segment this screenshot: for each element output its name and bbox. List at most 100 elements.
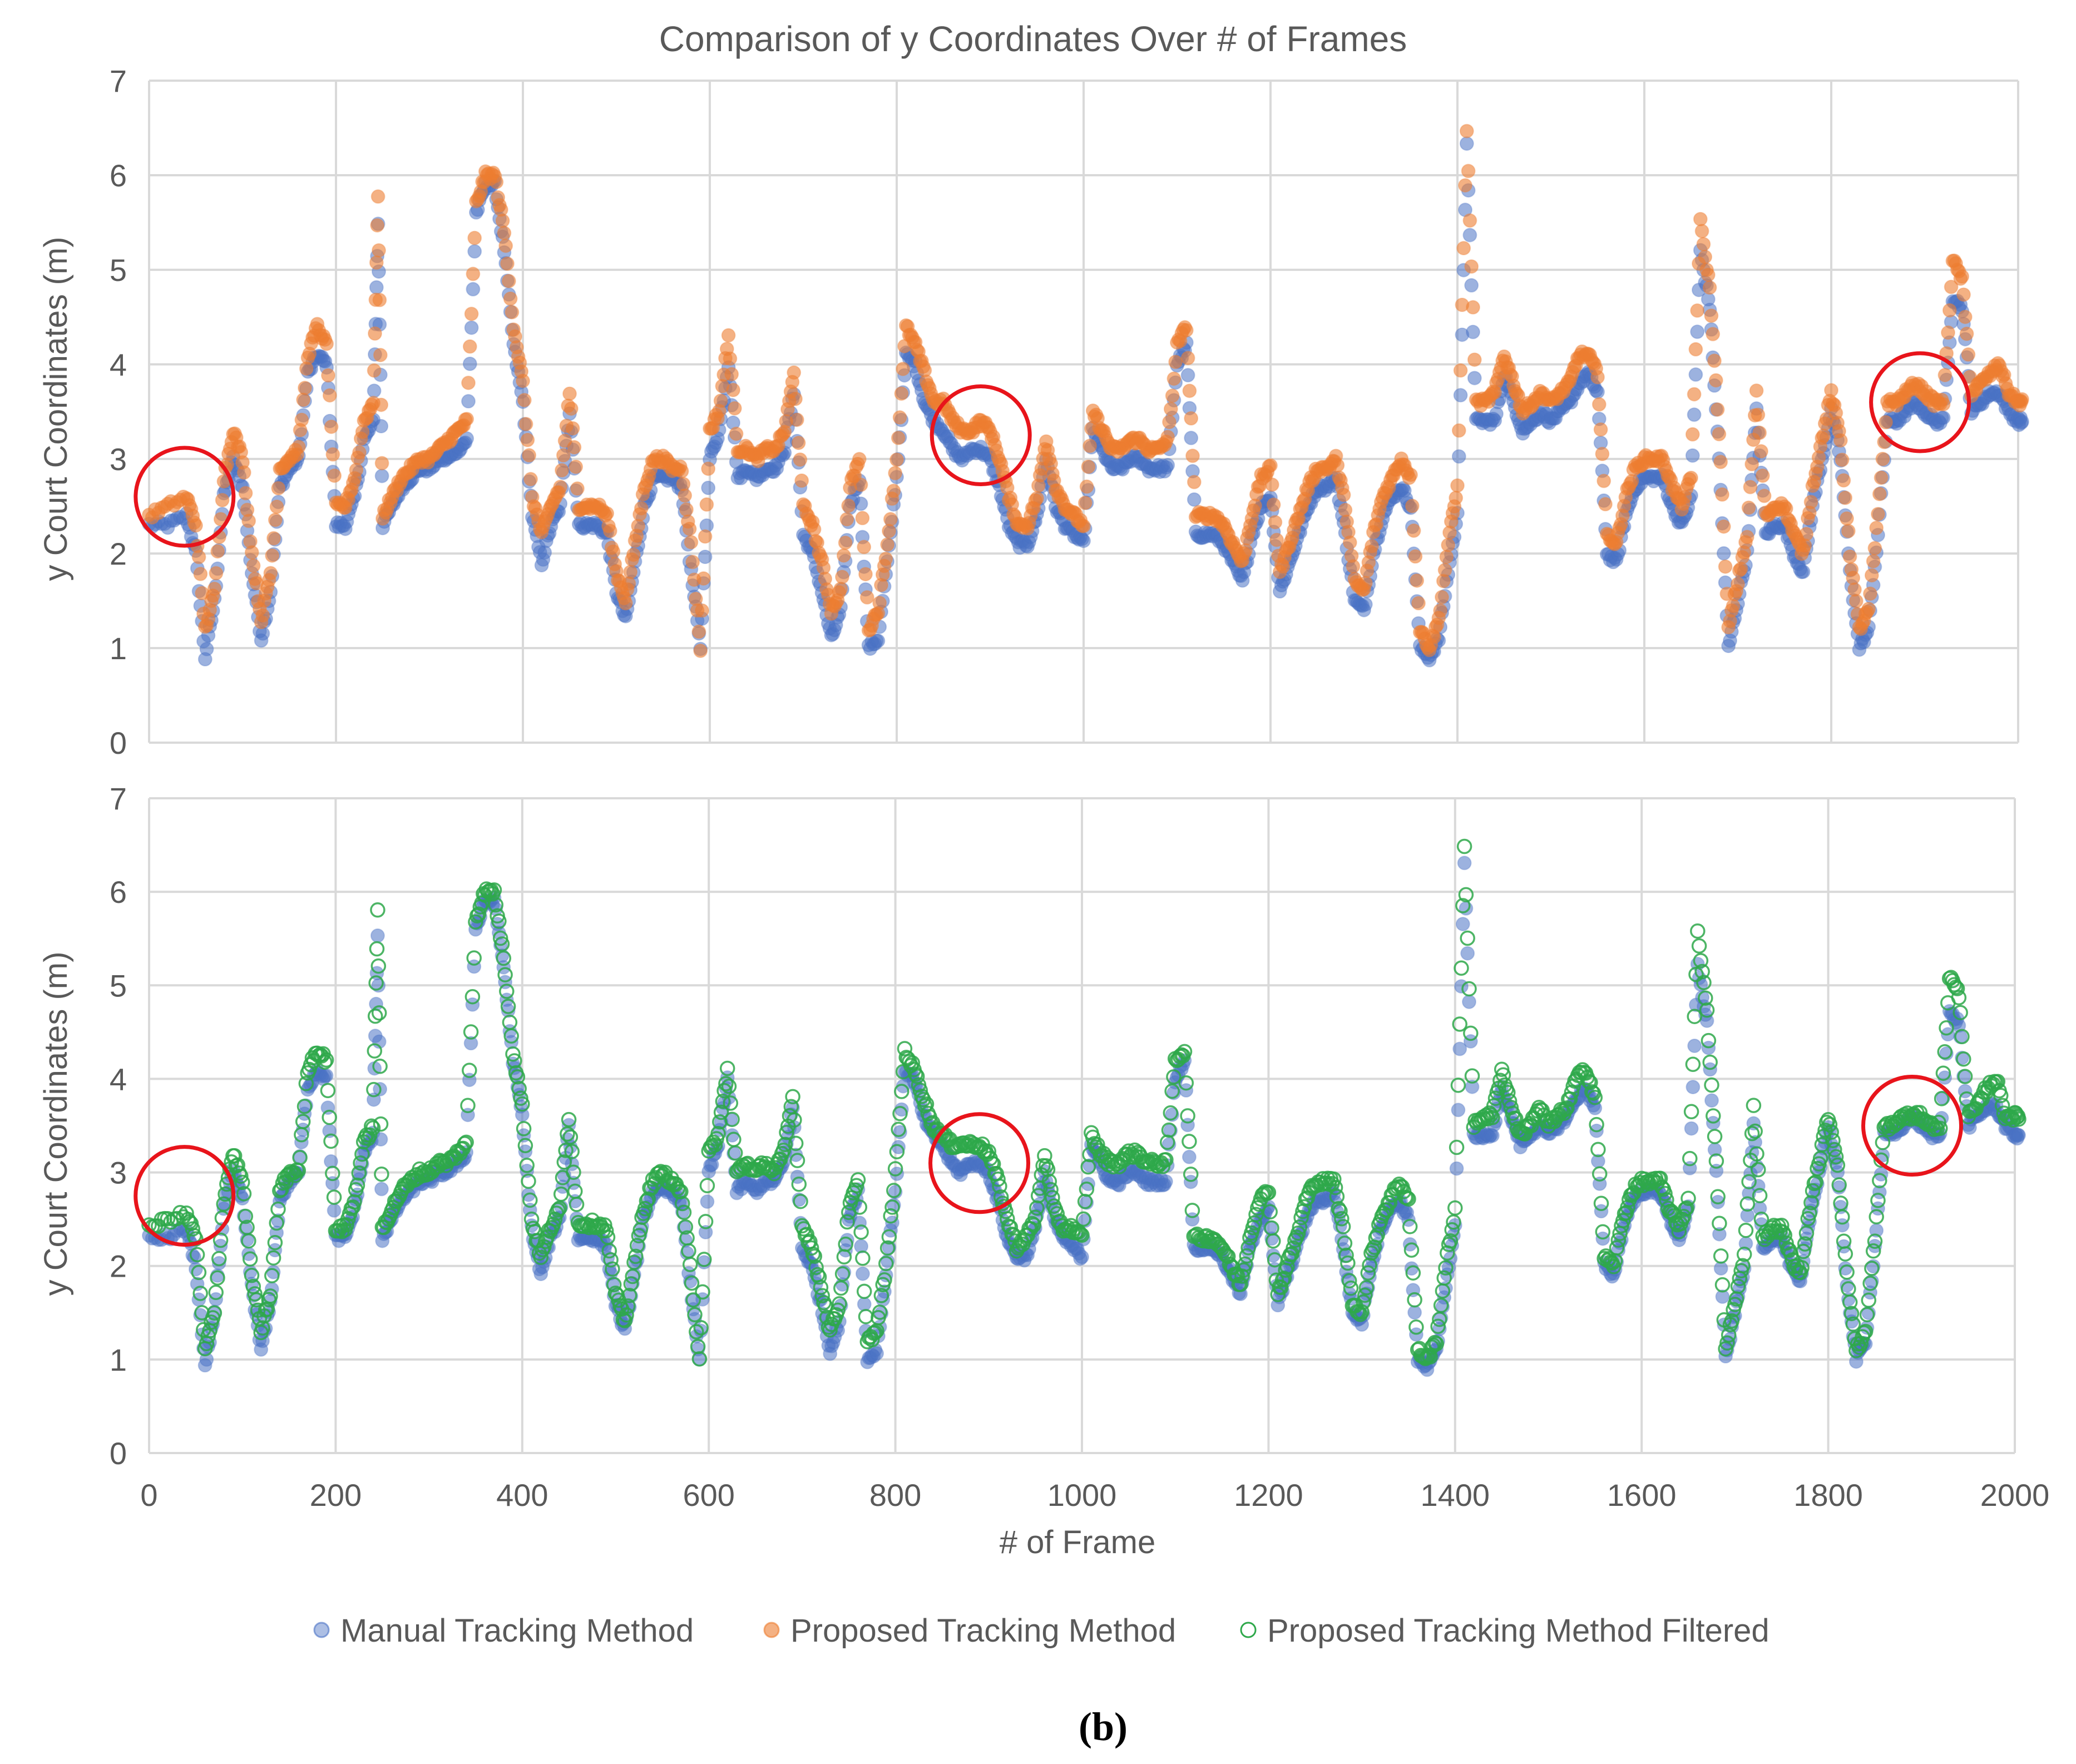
top-data-points [142, 123, 2029, 668]
top-point-manual [1462, 228, 1477, 243]
top-point-proposed [520, 432, 535, 447]
top-point-proposed [368, 326, 382, 341]
top-point-proposed [1163, 402, 1178, 417]
top-point-manual [1489, 406, 1504, 421]
top-point-proposed [1941, 325, 1955, 340]
top-point-manual [1160, 458, 1175, 473]
top-point-proposed [1330, 458, 1345, 473]
bottom-x-tick-200: 200 [310, 1478, 362, 1513]
top-point-proposed [1706, 327, 1721, 342]
top-point-proposed [1166, 371, 1182, 386]
top-point-proposed [789, 412, 804, 427]
top-point-proposed [271, 481, 286, 496]
bottom-point-manual [1462, 994, 1476, 1009]
top-point-proposed [1466, 300, 1480, 315]
top-point-manual [1459, 136, 1474, 151]
bottom-point-manual [1158, 1174, 1173, 1189]
top-point-proposed [1437, 562, 1452, 577]
top-point-proposed [727, 401, 742, 416]
top-point-proposed [855, 511, 870, 526]
top-point-proposed [1439, 550, 1454, 565]
top-point-manual [2015, 414, 2029, 429]
top-point-manual [1184, 431, 1199, 446]
top-point-proposed [1408, 549, 1423, 564]
top-point-proposed [193, 566, 208, 581]
top-point-proposed [1835, 452, 1850, 467]
top-point-proposed [1083, 438, 1098, 453]
top-point-proposed [567, 440, 582, 454]
top-point-proposed [349, 462, 364, 477]
top-point-proposed [1702, 280, 1717, 295]
top-point-proposed [215, 493, 230, 507]
bottom-point-manual [1704, 1093, 1719, 1108]
bottom-y-axis-label: y Court Coordinates (m) [38, 952, 74, 1296]
top-point-proposed [1435, 590, 1449, 605]
top-point-proposed [623, 565, 638, 580]
top-point-proposed [1358, 576, 1373, 590]
top-point-proposed [1731, 577, 1745, 591]
top-point-proposed [836, 548, 851, 563]
top-point-proposed [1365, 538, 1379, 554]
top-point-proposed [298, 381, 312, 396]
top-point-proposed [1168, 354, 1183, 369]
top-point-proposed [464, 307, 479, 322]
top-point-proposed [241, 513, 256, 528]
top-point-manual [466, 281, 481, 297]
top-point-proposed [1726, 599, 1741, 614]
bottom-point-manual [1407, 1305, 1422, 1320]
legend-label-proposed: Proposed Tracking Method [790, 1613, 1176, 1649]
top-point-proposed [1874, 470, 1889, 485]
bottom-y-tick-1: 1 [110, 1342, 127, 1377]
legend-label-manual: Manual Tracking Method [340, 1613, 694, 1649]
top-point-proposed [1712, 427, 1727, 442]
top-point-proposed [322, 388, 337, 403]
bottom-x-tick-400: 400 [496, 1478, 548, 1513]
top-point-proposed [569, 459, 584, 475]
top-point-proposed [294, 412, 309, 427]
legend-item-filtered: Proposed Tracking Method Filtered [1240, 1613, 1769, 1649]
top-point-proposed [1867, 541, 1882, 556]
top-point-proposed [1180, 350, 1195, 365]
top-point-proposed [1718, 559, 1733, 574]
top-point-manual [1464, 278, 1479, 293]
top-point-proposed [1595, 447, 1610, 461]
top-point-proposed [859, 590, 874, 605]
legend-marker-manual [313, 1622, 330, 1638]
top-point-proposed [244, 545, 259, 560]
top-point-proposed [1263, 458, 1278, 473]
top-point-proposed [1833, 433, 1848, 448]
top-point-proposed [327, 468, 342, 483]
top-point-proposed [495, 213, 510, 228]
top-point-proposed [374, 456, 389, 471]
top-point-proposed [373, 348, 388, 363]
top-point-proposed [210, 544, 225, 559]
top-point-manual [1688, 367, 1703, 382]
legend: Manual Tracking Method Proposed Tracking… [313, 1613, 1769, 1649]
top-point-proposed [889, 452, 904, 467]
top-point-proposed [880, 537, 895, 552]
top-point-proposed [793, 452, 808, 467]
top-point-manual [1466, 324, 1480, 339]
bottom-x-tick-1600: 1600 [1607, 1478, 1677, 1513]
top-point-proposed [807, 522, 822, 537]
top-point-proposed [352, 445, 367, 460]
bottom-point-manual [319, 1068, 334, 1083]
top-point-proposed [1752, 426, 1767, 440]
top-point-proposed [839, 512, 854, 527]
top-point-proposed [2015, 392, 2029, 407]
top-point-proposed [522, 448, 537, 463]
top-point-proposed [1336, 487, 1351, 502]
top-point-proposed [459, 412, 474, 427]
top-point-proposed [695, 603, 709, 618]
bottom-point-manual [1455, 917, 1470, 932]
top-point-proposed [1405, 498, 1420, 513]
bottom-x-tick-2000: 2000 [1980, 1478, 2050, 1513]
top-point-manual [1451, 449, 1466, 464]
top-point-proposed [693, 643, 708, 658]
top-point-proposed [1079, 479, 1094, 494]
top-point-manual [1687, 407, 1702, 422]
top-point-proposed [1866, 554, 1881, 569]
top-point-proposed [858, 567, 873, 582]
top-point-proposed [1403, 467, 1418, 482]
